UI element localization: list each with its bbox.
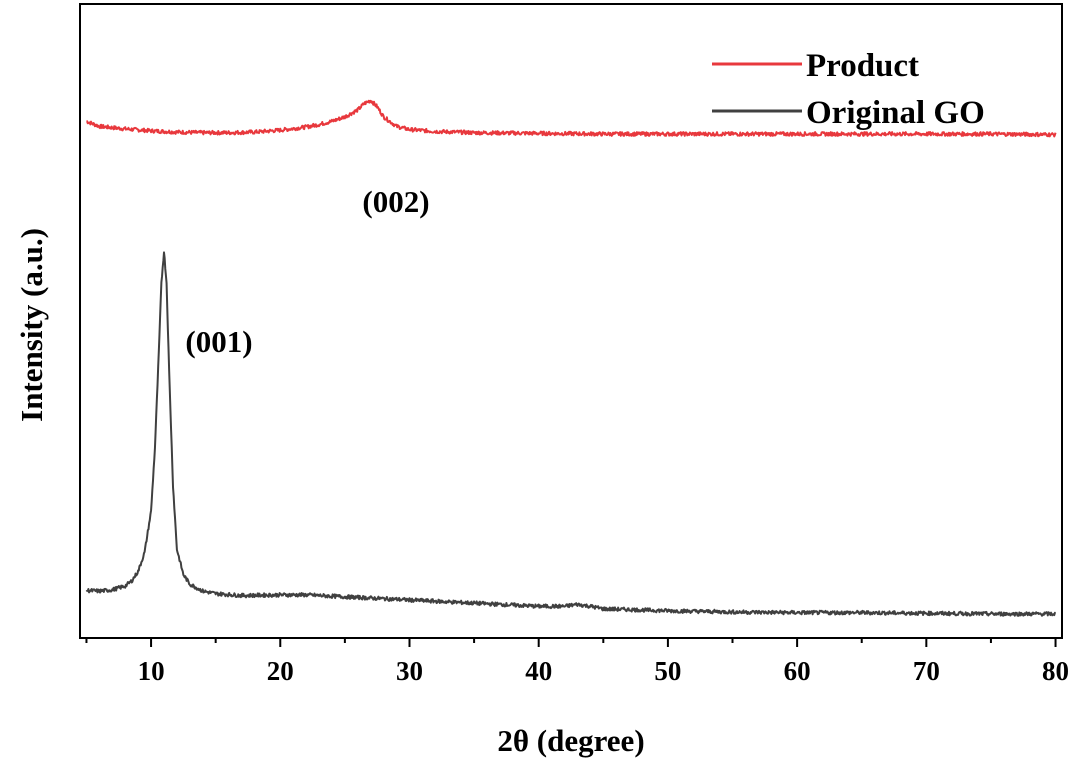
x-axis-title: 2θ (degree) xyxy=(497,723,644,758)
annotation-001: (001) xyxy=(185,324,252,359)
x-tick-label: 30 xyxy=(396,656,423,686)
legend-label-original-go: Original GO xyxy=(806,95,985,131)
legend: Product Original GO xyxy=(712,48,985,131)
x-tick-label: 70 xyxy=(913,656,940,686)
series-line-original-go xyxy=(85,251,1056,617)
x-tick-label: 80 xyxy=(1042,656,1069,686)
x-tick-label: 60 xyxy=(784,656,811,686)
y-axis-title: Intensity (a.u.) xyxy=(14,228,49,422)
series-lines xyxy=(85,99,1057,617)
plot-frame xyxy=(79,3,1063,639)
series-line-product xyxy=(86,99,1057,138)
annotation-002: (002) xyxy=(362,184,429,219)
x-tick-label: 40 xyxy=(525,656,552,686)
x-tick-label: 10 xyxy=(138,656,165,686)
x-axis-tick-labels: 10 20 30 40 50 60 70 80 xyxy=(138,656,1069,686)
x-tick-label: 20 xyxy=(267,656,294,686)
x-tick-label: 50 xyxy=(654,656,681,686)
x-axis-ticks xyxy=(85,638,1057,647)
legend-label-product: Product xyxy=(806,48,919,84)
